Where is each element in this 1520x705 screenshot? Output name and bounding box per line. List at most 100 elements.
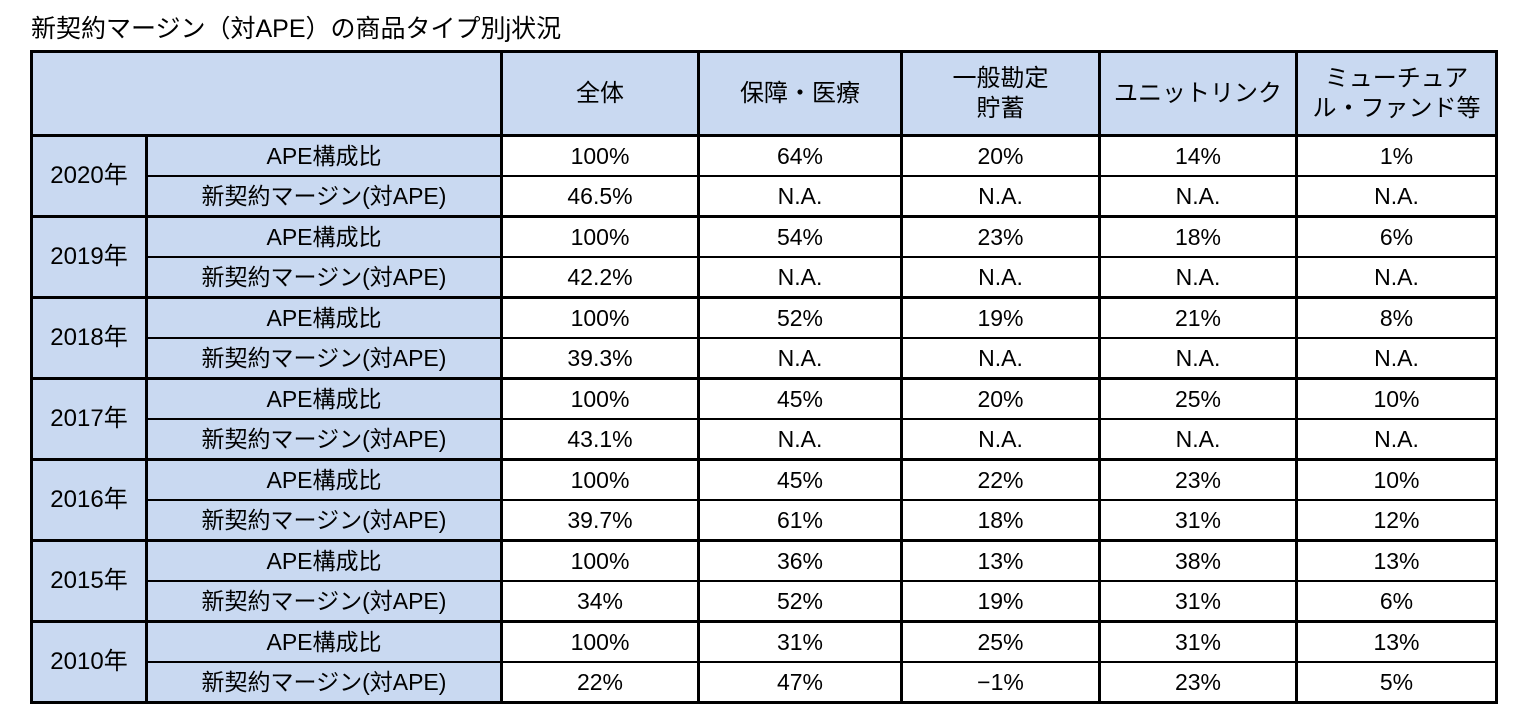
new-business-margin-value: 39.7% <box>500 499 700 542</box>
ape-share-value: 100% <box>500 620 700 663</box>
table-row-ape: 2020年 APE構成比 100% 64% 20% 14% 1% <box>30 134 1498 218</box>
table-row-margin: 新契約マージン(対APE) 43.1% N.A. N.A. N.A. N.A. <box>32 418 1498 461</box>
new-business-margin-value: 61% <box>697 499 903 542</box>
margin-by-product-type-table: 全体 保障・医療 一般勘定 貯蓄 ユニットリンク ミューチュア ル・ファンド等 … <box>30 50 1498 704</box>
row-label-ape-share: APE構成比 <box>145 458 503 501</box>
row-label-ape-share: APE構成比 <box>145 377 503 420</box>
ape-share-value: 25% <box>900 620 1101 663</box>
table-header: 全体 保障・医療 一般勘定 貯蓄 ユニットリンク ミューチュア ル・ファンド等 <box>30 50 1498 137</box>
new-business-margin-value: 39.3% <box>500 337 700 380</box>
ape-share-value: 45% <box>697 377 903 420</box>
ape-share-value: 20% <box>900 134 1101 177</box>
new-business-margin-value: N.A. <box>1098 256 1298 299</box>
ape-share-value: 31% <box>1098 620 1298 663</box>
table-row-ape: 2010年 APE構成比 100% 31% 25% 31% 13% <box>30 620 1498 704</box>
ape-share-value: 19% <box>900 296 1101 339</box>
new-business-margin-value: 47% <box>697 661 903 704</box>
ape-share-value: 10% <box>1295 458 1498 501</box>
table-row-margin: 新契約マージン(対APE) 34% 52% 19% 31% 6% <box>32 580 1498 623</box>
ape-share-value: 64% <box>697 134 903 177</box>
new-business-margin-value: N.A. <box>1098 175 1298 218</box>
year-cell: 2018年 <box>30 296 148 380</box>
column-header-general-account-savings: 一般勘定 貯蓄 <box>900 50 1101 137</box>
new-business-margin-value: 18% <box>900 499 1101 542</box>
ape-share-value: 54% <box>697 215 903 258</box>
table-row-margin: 新契約マージン(対APE) 39.3% N.A. N.A. N.A. N.A. <box>32 337 1498 380</box>
column-header-mutual-funds: ミューチュア ル・ファンド等 <box>1295 50 1498 137</box>
new-business-margin-value: N.A. <box>1295 256 1498 299</box>
ape-share-value: 13% <box>1295 539 1498 582</box>
new-business-margin-value: 43.1% <box>500 418 700 461</box>
new-business-margin-value: 46.5% <box>500 175 700 218</box>
year-cell: 2016年 <box>30 458 148 542</box>
ape-share-value: 100% <box>500 215 700 258</box>
ape-share-value: 23% <box>1098 458 1298 501</box>
year-cell: 2010年 <box>30 620 148 704</box>
table-row-margin: 新契約マージン(対APE) 39.7% 61% 18% 31% 12% <box>32 499 1498 542</box>
table-row-margin: 新契約マージン(対APE) 22% 47% −1% 23% 5% <box>32 661 1498 704</box>
new-business-margin-value: 42.2% <box>500 256 700 299</box>
year-cell: 2020年 <box>30 134 148 218</box>
ape-share-value: 100% <box>500 134 700 177</box>
ape-share-value: 38% <box>1098 539 1298 582</box>
new-business-margin-value: −1% <box>900 661 1101 704</box>
ape-share-value: 100% <box>500 296 700 339</box>
new-business-margin-value: N.A. <box>1295 175 1498 218</box>
new-business-margin-value: N.A. <box>1098 337 1298 380</box>
new-business-margin-value: 5% <box>1295 661 1498 704</box>
row-label-new-business-margin: 新契約マージン(対APE) <box>145 418 503 461</box>
ape-share-value: 14% <box>1098 134 1298 177</box>
ape-share-value: 10% <box>1295 377 1498 420</box>
new-business-margin-value: N.A. <box>900 418 1101 461</box>
table-row-ape: 2019年 APE構成比 100% 54% 23% 18% 6% <box>30 215 1498 299</box>
new-business-margin-value: 52% <box>697 580 903 623</box>
row-label-new-business-margin: 新契約マージン(対APE) <box>145 499 503 542</box>
new-business-margin-value: N.A. <box>900 175 1101 218</box>
ape-share-value: 20% <box>900 377 1101 420</box>
new-business-margin-value: N.A. <box>900 256 1101 299</box>
table-row-ape: 2016年 APE構成比 100% 45% 22% 23% 10% <box>30 458 1498 542</box>
ape-share-value: 8% <box>1295 296 1498 339</box>
column-header-unit-linked: ユニットリンク <box>1098 50 1298 137</box>
year-cell: 2015年 <box>30 539 148 623</box>
ape-share-value: 31% <box>697 620 903 663</box>
ape-share-value: 100% <box>500 377 700 420</box>
ape-share-value: 25% <box>1098 377 1298 420</box>
row-label-ape-share: APE構成比 <box>145 620 503 663</box>
ape-share-value: 22% <box>900 458 1101 501</box>
row-label-ape-share: APE構成比 <box>145 134 503 177</box>
new-business-margin-value: 19% <box>900 580 1101 623</box>
ape-share-value: 13% <box>1295 620 1498 663</box>
ape-share-value: 1% <box>1295 134 1498 177</box>
new-business-margin-value: N.A. <box>697 175 903 218</box>
row-label-new-business-margin: 新契約マージン(対APE) <box>145 337 503 380</box>
new-business-margin-value: 12% <box>1295 499 1498 542</box>
header-row: 全体 保障・医療 一般勘定 貯蓄 ユニットリンク ミューチュア ル・ファンド等 <box>30 50 1498 137</box>
year-cell: 2017年 <box>30 377 148 461</box>
year-cell: 2019年 <box>30 215 148 299</box>
corner-cell <box>30 50 503 137</box>
new-business-margin-value: 31% <box>1098 499 1298 542</box>
ape-share-value: 13% <box>900 539 1101 582</box>
row-label-new-business-margin: 新契約マージン(対APE) <box>145 580 503 623</box>
new-business-margin-value: 34% <box>500 580 700 623</box>
table-body: 2020年 APE構成比 100% 64% 20% 14% 1% 新契約マージン(対APE) 4… <box>30 134 1498 704</box>
ape-share-value: 45% <box>697 458 903 501</box>
row-label-new-business-margin: 新契約マージン(対APE) <box>145 256 503 299</box>
row-label-new-business-margin: 新契約マージン(対APE) <box>145 661 503 704</box>
table-row-ape: 2015年 APE構成比 100% 36% 13% 38% 13% <box>30 539 1498 623</box>
new-business-margin-value: 31% <box>1098 580 1298 623</box>
new-business-margin-value: 22% <box>500 661 700 704</box>
row-label-ape-share: APE構成比 <box>145 539 503 582</box>
ape-share-value: 21% <box>1098 296 1298 339</box>
column-header-total: 全体 <box>500 50 700 137</box>
new-business-margin-value: N.A. <box>1295 337 1498 380</box>
new-business-margin-value: N.A. <box>1295 418 1498 461</box>
ape-share-value: 18% <box>1098 215 1298 258</box>
table-row-margin: 新契約マージン(対APE) 46.5% N.A. N.A. N.A. N.A. <box>32 175 1498 218</box>
new-business-margin-value: N.A. <box>697 418 903 461</box>
new-business-margin-value: N.A. <box>697 337 903 380</box>
ape-share-value: 6% <box>1295 215 1498 258</box>
ape-share-value: 36% <box>697 539 903 582</box>
